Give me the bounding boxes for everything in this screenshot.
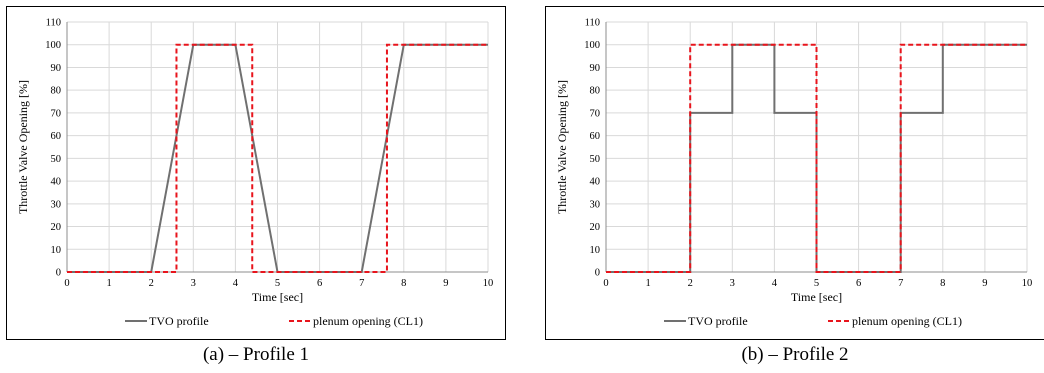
legend-label-1: plenum opening (CL1) [852,314,962,328]
x-tick-label-7: 7 [359,278,364,289]
x-tick-label-10: 10 [483,278,494,289]
y-tick-label-5: 50 [51,154,62,165]
legend-label-1: plenum opening (CL1) [313,314,423,328]
y-tick-label-6: 60 [51,131,62,142]
x-tick-label-6: 6 [317,278,322,289]
x-tick-label-4: 4 [233,278,239,289]
y-axis-label: Throttle Valve Opening [%] [555,80,569,214]
y-tick-label-0: 0 [595,268,600,279]
x-tick-label-10: 10 [1022,278,1033,289]
chart-svg-profile-2: 0 1 2 3 4 5 6 7 8 9 100102030405060708090100110Tim… [555,18,1033,329]
y-tick-label-2: 20 [590,222,601,233]
x-tick-label-3: 3 [191,278,196,289]
y-tick-label-0: 0 [56,268,61,279]
legend-label-0: TVO profile [688,314,748,328]
chart-panel-profile-1: 0 1 2 3 4 5 6 7 8 9 10 0 10 20 30 40 50 60 70 80 90 100 110 Tim… [6,6,506,340]
x-tick-label-8: 8 [401,278,406,289]
y-tick-label-10: 100 [584,40,600,51]
x-tick-label-2: 2 [688,278,693,289]
y-tick-label-11: 110 [585,18,600,29]
x-tick-label-0: 0 [603,278,608,289]
y-tick-label-9: 90 [590,63,601,74]
y-tick-label-8: 80 [51,86,62,97]
x-tick-label-9: 9 [982,278,987,289]
caption-profile-1: (a) – Profile 1 [202,344,310,365]
y-tick-label-7: 70 [51,108,62,119]
chart-panel-profile-2: 0 1 2 3 4 5 6 7 8 9 10 0 10 20 30 40 50 60 70 80 90 100 110 Tim… [545,6,1044,340]
y-tick-label-11: 110 [46,18,61,29]
x-axis-label: Time [sec] [252,290,303,304]
series-line-0 [606,43,1027,273]
series-line-1 [606,43,1027,273]
y-tick-label-9: 90 [51,63,62,74]
x-tick-label-3: 3 [730,278,735,289]
y-tick-label-4: 40 [51,177,62,188]
y-tick-label-2: 20 [51,222,62,233]
x-tick-label-2: 2 [149,278,154,289]
x-tick-label-7: 7 [898,278,903,289]
x-tick-label-0: 0 [64,278,69,289]
series-line-1 [67,43,488,273]
y-tick-label-10: 100 [45,40,61,51]
caption-profile-2: (b) – Profile 2 [741,344,849,365]
y-axis-label: Throttle Valve Opening [%] [16,80,30,214]
x-tick-label-4: 4 [772,278,778,289]
x-tick-label-6: 6 [856,278,861,289]
y-tick-label-5: 50 [590,154,601,165]
y-tick-label-4: 40 [590,177,601,188]
x-axis-label: Time [sec] [791,290,842,304]
y-tick-label-6: 60 [590,131,601,142]
x-tick-label-9: 9 [443,278,448,289]
y-tick-label-1: 10 [51,245,62,256]
x-tick-label-5: 5 [814,278,819,289]
y-tick-label-7: 70 [590,108,601,119]
chart-svg-profile-1: 0 1 2 3 4 5 6 7 8 9 100102030405060708090100110Tim… [16,18,494,329]
x-tick-label-5: 5 [275,278,280,289]
y-tick-label-3: 30 [51,199,62,210]
x-tick-label-8: 8 [940,278,945,289]
x-tick-label-1: 1 [106,278,111,289]
series-line-0 [67,43,488,273]
y-tick-label-3: 30 [590,199,601,210]
x-tick-label-1: 1 [645,278,650,289]
legend-label-0: TVO profile [149,314,209,328]
y-tick-label-1: 10 [590,245,601,256]
y-tick-label-8: 80 [590,86,601,97]
